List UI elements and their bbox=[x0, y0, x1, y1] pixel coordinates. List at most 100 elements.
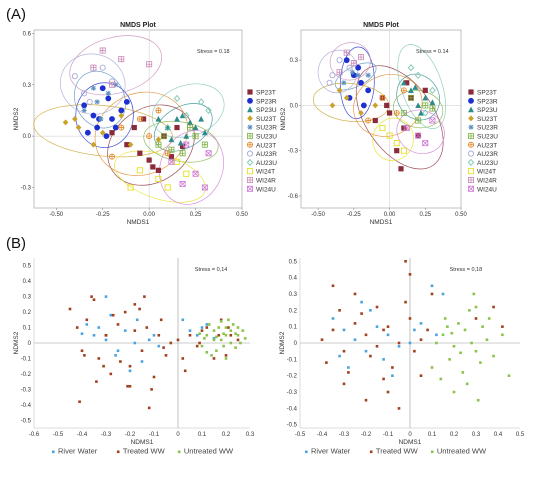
series-su23r bbox=[341, 69, 371, 86]
x-tick-label: 0.2 bbox=[222, 432, 231, 438]
ellipse-su23t bbox=[33, 104, 174, 158]
series-wi24r bbox=[90, 47, 153, 88]
data-point bbox=[382, 328, 385, 332]
data-point bbox=[81, 102, 88, 109]
legend-label: River Water bbox=[311, 447, 351, 456]
data-point bbox=[137, 150, 143, 156]
data-point bbox=[239, 341, 242, 345]
data-point bbox=[446, 325, 449, 328]
data-point bbox=[492, 305, 495, 309]
data-point bbox=[429, 117, 436, 124]
legend-marker bbox=[467, 168, 475, 175]
data-point bbox=[97, 326, 101, 329]
data-point bbox=[342, 349, 346, 353]
data-point bbox=[197, 98, 205, 106]
data-point bbox=[375, 305, 379, 309]
legend-marker bbox=[247, 124, 253, 130]
data-point bbox=[415, 117, 422, 124]
data-point bbox=[336, 87, 343, 94]
legend-marker bbox=[468, 106, 474, 113]
y-tick-label: 0 bbox=[28, 341, 32, 347]
data-point bbox=[150, 388, 153, 391]
data-point bbox=[109, 372, 113, 376]
ellipse-su23u bbox=[143, 120, 219, 163]
legend: River Water Treated WW Untreated WW bbox=[52, 447, 234, 456]
data-point bbox=[422, 94, 429, 101]
data-point bbox=[169, 341, 173, 345]
data-point bbox=[112, 124, 119, 131]
data-point bbox=[393, 110, 400, 116]
data-point bbox=[111, 313, 115, 317]
nmds-plot-b-right: -0.5 -0.4 -0.3 -0.2 -0.1 0 0.1 0.2 0.3 0.4 0.5 -0.5… bbox=[279, 258, 525, 456]
data-point bbox=[133, 341, 137, 345]
data-point bbox=[355, 72, 361, 78]
data-point bbox=[109, 81, 115, 88]
data-point bbox=[212, 329, 216, 332]
x-tick-label: 0.00 bbox=[384, 212, 396, 218]
data-point bbox=[369, 309, 372, 312]
x-tick-label: -0.50 bbox=[311, 212, 325, 218]
y-tick-label: -0.3 bbox=[287, 390, 298, 396]
data-point bbox=[219, 338, 223, 342]
legend-label: SU23U bbox=[477, 134, 498, 141]
y-tick-label: 0.3 bbox=[289, 292, 298, 298]
data-point bbox=[161, 133, 167, 140]
data-point bbox=[135, 318, 139, 322]
y-axis-label: NDMS2 bbox=[13, 331, 20, 354]
data-point bbox=[386, 325, 390, 328]
data-point bbox=[212, 337, 216, 340]
data-point bbox=[353, 292, 357, 296]
x-tick-label: 0.50 bbox=[455, 212, 467, 218]
data-point bbox=[164, 123, 171, 132]
data-point bbox=[236, 333, 240, 337]
data-point bbox=[212, 338, 216, 342]
data-point bbox=[219, 320, 223, 323]
data-point bbox=[435, 341, 438, 345]
y-tick-label: -0.4 bbox=[287, 406, 298, 412]
data-point bbox=[400, 79, 407, 86]
x-tick-label: 0.25 bbox=[419, 212, 431, 218]
data-point bbox=[192, 133, 199, 140]
y-tick-label: -0.2 bbox=[21, 372, 32, 378]
x-tick-label: 0.4 bbox=[494, 432, 503, 438]
legend-marker bbox=[468, 133, 474, 139]
data-point bbox=[128, 364, 132, 368]
ellipse-sp23t bbox=[107, 104, 195, 186]
data-point bbox=[162, 346, 165, 349]
data-point bbox=[198, 332, 201, 336]
legend-label: AU23R bbox=[477, 151, 498, 158]
data-point bbox=[138, 307, 141, 311]
data-point bbox=[413, 328, 416, 332]
data-point bbox=[375, 325, 379, 328]
plot-title: NMDS Plot bbox=[120, 22, 156, 29]
y-tick-label: -0.5 bbox=[21, 418, 32, 424]
data-point bbox=[461, 371, 465, 374]
data-point bbox=[394, 148, 400, 154]
data-point bbox=[195, 344, 199, 348]
data-point bbox=[147, 406, 151, 410]
legend-label: AU23U bbox=[477, 160, 498, 167]
data-point bbox=[155, 141, 162, 148]
data-point bbox=[501, 333, 504, 337]
ellipse-au23u bbox=[397, 44, 446, 129]
x-tick-label: 0.1 bbox=[428, 432, 437, 438]
data-point bbox=[150, 164, 156, 170]
y-tick-label: 0.1 bbox=[23, 326, 32, 332]
data-point bbox=[164, 150, 171, 157]
legend-label: Treated WW bbox=[376, 447, 419, 456]
data-point bbox=[164, 354, 168, 357]
data-point bbox=[429, 86, 436, 94]
data-point bbox=[155, 167, 162, 173]
series-su23u bbox=[400, 94, 436, 124]
data-point bbox=[140, 116, 147, 122]
series-au23u bbox=[407, 64, 436, 117]
data-point bbox=[133, 303, 137, 306]
y-tick-label: 0.3 bbox=[23, 83, 32, 89]
legend-marker bbox=[247, 106, 253, 113]
data-point bbox=[343, 94, 350, 101]
data-point bbox=[439, 377, 443, 381]
data-point bbox=[379, 125, 386, 132]
data-point bbox=[501, 325, 504, 328]
data-point bbox=[429, 105, 436, 112]
data-point bbox=[215, 335, 218, 339]
